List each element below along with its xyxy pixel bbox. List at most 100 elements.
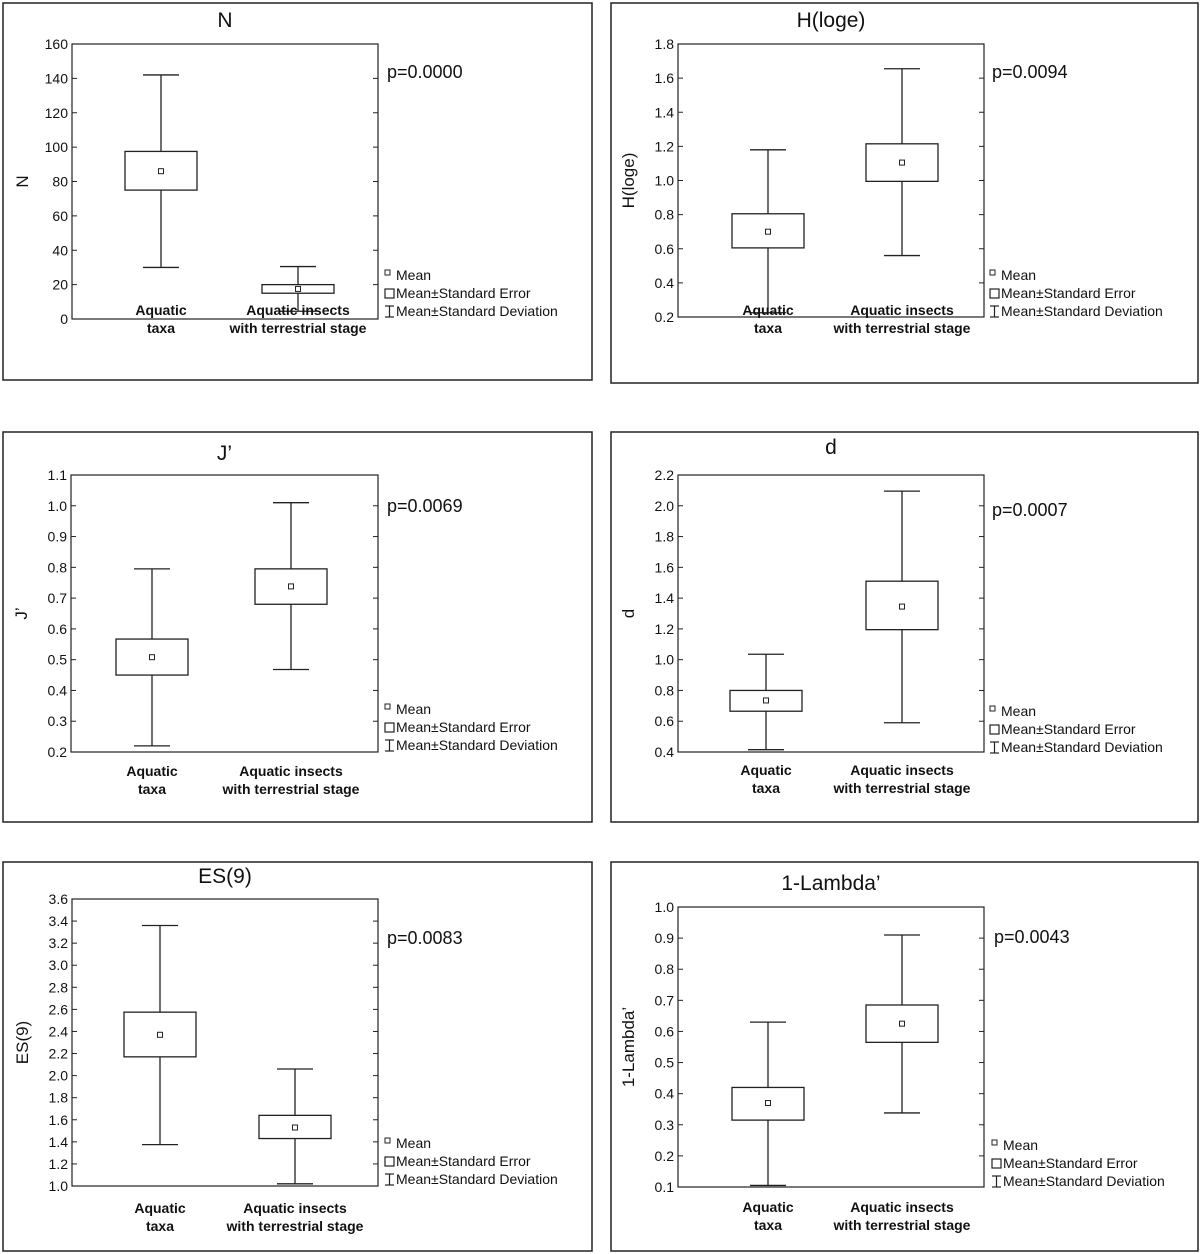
category-label: Aquatic insects xyxy=(850,302,954,318)
category-label: Aquatic xyxy=(742,1199,794,1215)
y-tick-label: 1.4 xyxy=(655,590,675,606)
category-label: Aquatic xyxy=(135,302,187,318)
legend-mean-icon xyxy=(384,269,391,276)
chart-title: N xyxy=(217,9,232,32)
y-tick-label: 1.8 xyxy=(49,1090,69,1106)
y-tick-label: 1.8 xyxy=(655,529,675,545)
category-label: Aquatic insects xyxy=(246,302,350,318)
plot-area xyxy=(677,474,985,753)
y-tick-label: 1.0 xyxy=(49,1178,69,1194)
legend-mean-label: Mean xyxy=(1001,267,1036,283)
chart-title: d xyxy=(825,436,837,459)
legend-sd-label: Mean±Standard Deviation xyxy=(1001,739,1163,755)
panel-frame xyxy=(2,431,593,823)
legend-se-label: Mean±Standard Error xyxy=(1001,285,1136,301)
y-tick-label: 2.4 xyxy=(49,1023,69,1039)
y-tick-label: 0.4 xyxy=(655,1086,675,1102)
y-tick-label: 1.2 xyxy=(655,138,675,154)
category-label: with terrestrial stage xyxy=(229,320,367,336)
y-tick-label: 2.6 xyxy=(49,1001,69,1017)
y-tick-label: 0.6 xyxy=(655,241,675,257)
legend-mean-icon xyxy=(384,703,391,710)
panel-1: N N 0 20 40 60 80 100 120 140 160 Aquatic taxa Aquati… xyxy=(2,2,593,381)
y-tick-label: 0.5 xyxy=(655,1055,675,1071)
legend-mean-icon xyxy=(989,705,996,712)
mean-marker xyxy=(292,1124,298,1131)
legend-mean-label: Mean xyxy=(396,701,431,717)
y-tick-label: 3.4 xyxy=(49,913,69,929)
legend-se-icon xyxy=(384,1156,395,1167)
panel-5: ES(9) ES(9) 1.0 1.2 1.4 1.6 1.8 2.0 2.2 2.4 2.6 2.8… xyxy=(2,861,593,1252)
y-axis-label: 1-Lambda’ xyxy=(619,1007,638,1087)
y-tick-label: 1.0 xyxy=(655,899,675,915)
y-tick-label: 2.0 xyxy=(655,498,675,514)
legend-se-icon xyxy=(989,288,1000,299)
panel-2: H(loge) H(loge) 0.2 0.4 0.6 0.8 1.0 1.2 1.4 1.6 1.… xyxy=(610,2,1199,384)
panel-frame xyxy=(610,861,1199,1252)
y-tick-label: 0.6 xyxy=(655,1023,675,1039)
category-label: taxa xyxy=(138,781,166,797)
y-tick-label: 3.2 xyxy=(49,935,69,951)
y-tick-label: 2.0 xyxy=(49,1068,69,1084)
category-label: with terrestrial stage xyxy=(833,1217,971,1233)
y-tick-label: 0.3 xyxy=(655,1117,675,1133)
y-axis-label: d xyxy=(619,609,638,618)
legend-mean-label: Mean xyxy=(1001,703,1036,719)
legend-sd-label: Mean±Standard Deviation xyxy=(1001,303,1163,319)
y-tick-label: 1.0 xyxy=(655,652,675,668)
mean-marker xyxy=(899,159,905,166)
panel-frame xyxy=(610,2,1199,384)
chart-title: 1-Lambda’ xyxy=(781,872,880,895)
mean-marker xyxy=(158,168,164,175)
y-axis-label: ES(9) xyxy=(13,1021,32,1064)
mean-marker xyxy=(157,1031,163,1038)
legend-sd-label: Mean±Standard Deviation xyxy=(396,737,558,753)
y-tick-label: 0.2 xyxy=(655,1148,675,1164)
y-tick-label: 120 xyxy=(45,105,69,121)
category-label: taxa xyxy=(754,320,782,336)
legend-mean-label: Mean xyxy=(396,1135,431,1151)
y-tick-label: 0.7 xyxy=(48,590,68,606)
y-tick-label: 140 xyxy=(45,70,69,86)
y-tick-label: 1.4 xyxy=(655,104,675,120)
mean-marker xyxy=(763,697,769,704)
p-value: p=0.0000 xyxy=(387,62,463,82)
y-axis-label: N xyxy=(13,175,32,187)
legend-se-label: Mean±Standard Error xyxy=(1003,1155,1138,1171)
y-tick-label: 1.6 xyxy=(655,559,675,575)
y-tick-label: 1.0 xyxy=(48,498,68,514)
panel-frame xyxy=(2,2,593,381)
legend-se-icon xyxy=(384,288,395,299)
y-tick-label: 160 xyxy=(45,36,69,52)
y-tick-label: 80 xyxy=(52,174,68,190)
y-tick-label: 100 xyxy=(45,139,69,155)
legend-se-label: Mean±Standard Error xyxy=(1001,721,1136,737)
y-tick-label: 2.8 xyxy=(49,979,69,995)
mean-marker xyxy=(288,583,294,590)
legend-mean-icon xyxy=(384,1137,391,1144)
legend-se-label: Mean±Standard Error xyxy=(396,285,531,301)
y-tick-label: 0.1 xyxy=(655,1179,675,1195)
y-tick-label: 0.8 xyxy=(655,961,675,977)
y-tick-label: 1.8 xyxy=(655,36,675,52)
y-axis-label: H(loge) xyxy=(619,153,638,209)
p-value: p=0.0069 xyxy=(387,496,463,516)
y-tick-label: 20 xyxy=(52,277,68,293)
mean-marker xyxy=(149,654,155,661)
y-tick-label: 0.4 xyxy=(655,744,675,760)
category-label: taxa xyxy=(754,1217,782,1233)
category-label: Aquatic xyxy=(740,762,792,778)
mean-marker xyxy=(899,1020,905,1027)
y-tick-label: 0.8 xyxy=(655,682,675,698)
legend-sd-label: Mean±Standard Deviation xyxy=(396,1171,558,1187)
chart-title: ES(9) xyxy=(198,865,252,888)
category-label: Aquatic insects xyxy=(850,1199,954,1215)
p-value: p=0.0094 xyxy=(992,62,1068,82)
legend-se-icon xyxy=(384,722,395,733)
category-label: Aquatic insects xyxy=(239,763,343,779)
mean-marker xyxy=(295,285,301,292)
y-tick-label: 0.6 xyxy=(655,713,675,729)
legend-sd-label: Mean±Standard Deviation xyxy=(1003,1173,1165,1189)
plot-area xyxy=(677,906,985,1188)
panel-frame xyxy=(610,431,1199,823)
